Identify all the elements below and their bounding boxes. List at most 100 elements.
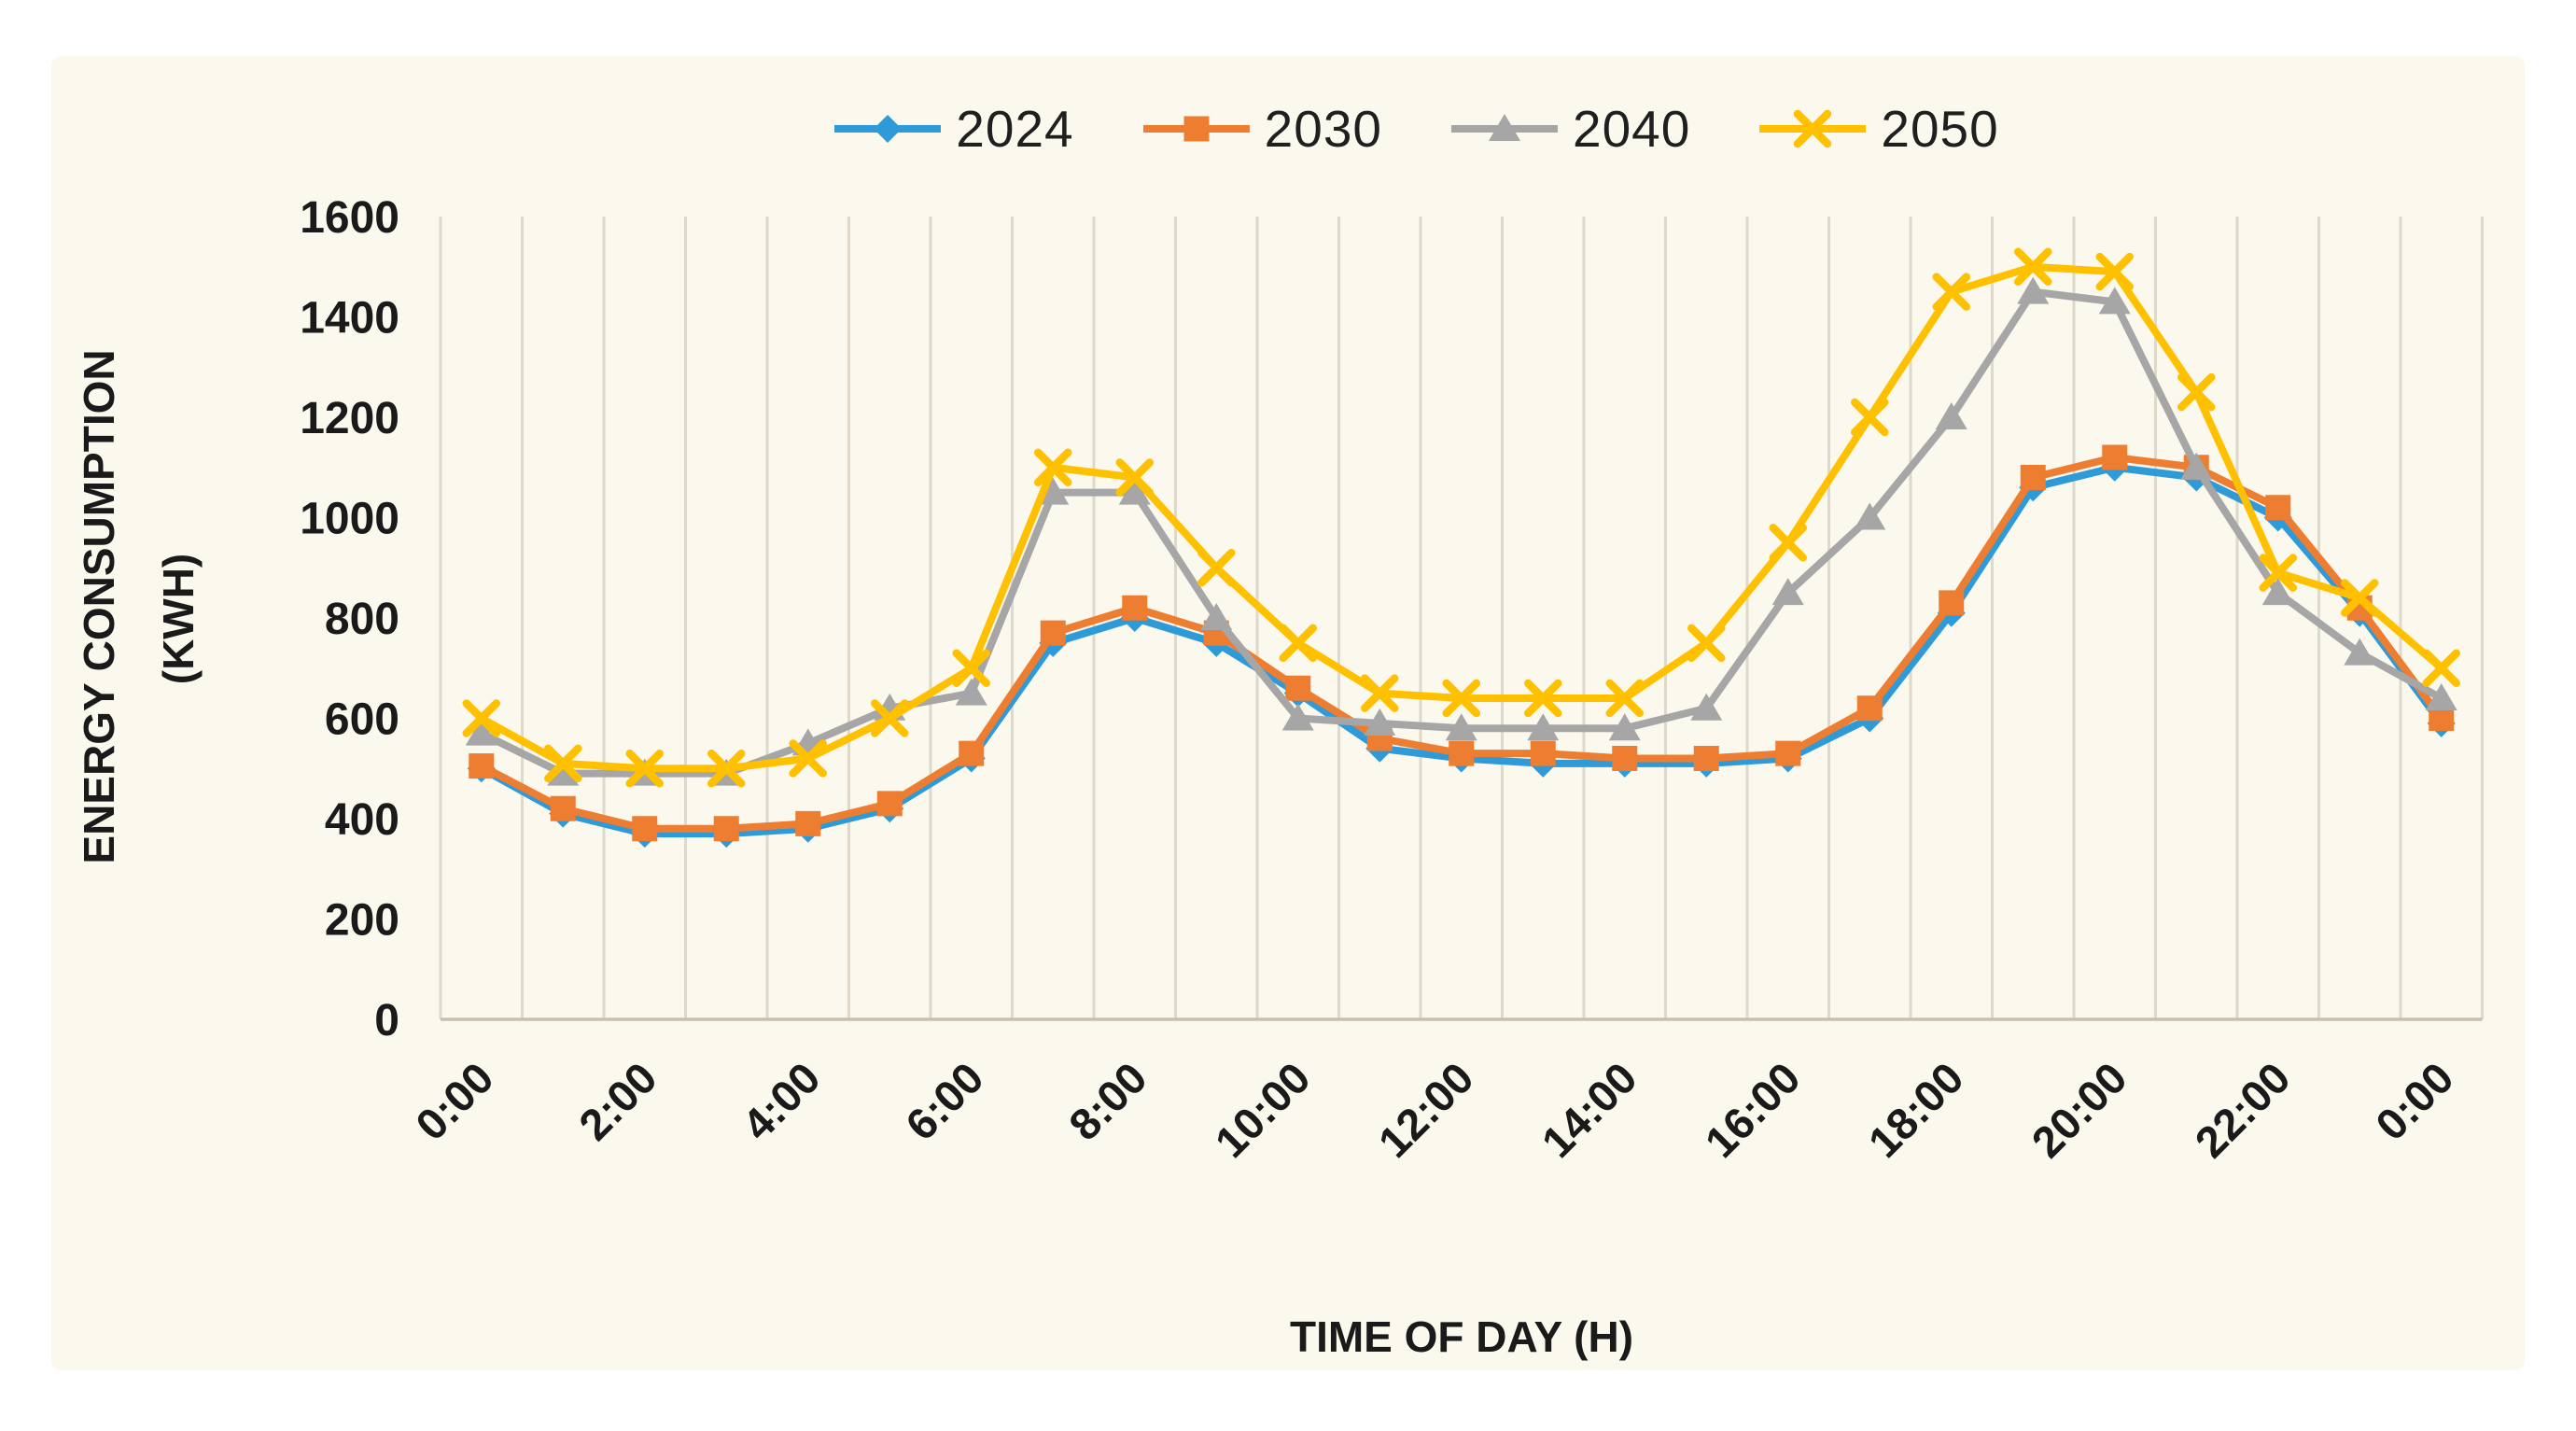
marker-x bbox=[1524, 679, 1562, 718]
x-tick-label: 10:00 bbox=[1205, 1053, 1319, 1167]
marker-x bbox=[1197, 549, 1236, 587]
marker-triangle bbox=[1608, 713, 1641, 741]
marker-x bbox=[1687, 624, 1726, 663]
marker-triangle bbox=[1489, 114, 1520, 141]
triangle-marker-icon bbox=[1451, 114, 1558, 141]
marker-triangle bbox=[1037, 477, 1070, 505]
y-axis-title-line2: (KWH) bbox=[154, 554, 203, 685]
marker-square bbox=[2020, 465, 2046, 490]
marker-x bbox=[1034, 448, 1072, 486]
y-tick-label: 1400 bbox=[300, 294, 399, 344]
marker-x bbox=[707, 750, 746, 788]
marker-triangle bbox=[955, 678, 987, 706]
marker-square bbox=[1040, 620, 1066, 646]
x-tick-label: 22:00 bbox=[2185, 1053, 2299, 1167]
x-tick-label: 14:00 bbox=[1532, 1053, 1645, 1167]
marker-triangle bbox=[1118, 477, 1151, 505]
marker-x bbox=[1442, 679, 1480, 718]
legend-label: 2050 bbox=[1881, 100, 1999, 158]
marker-triangle bbox=[1364, 708, 1396, 736]
marker-square bbox=[1939, 590, 1965, 616]
marker-x bbox=[2177, 372, 2216, 412]
x-tick-label: 2:00 bbox=[569, 1053, 666, 1150]
marker-square bbox=[1775, 740, 1801, 766]
marker-triangle bbox=[1281, 703, 1314, 731]
marker-x bbox=[625, 750, 664, 788]
marker-x bbox=[1794, 109, 1832, 148]
diamond-marker-icon bbox=[834, 115, 942, 143]
y-tick-label: 1200 bbox=[300, 394, 399, 443]
marker-square bbox=[1122, 595, 1148, 621]
marker-triangle bbox=[1445, 713, 1477, 741]
marker-x bbox=[2014, 247, 2052, 286]
marker-square bbox=[876, 791, 903, 817]
marker-square bbox=[1693, 746, 1719, 771]
legend-label: 2040 bbox=[1573, 100, 1691, 158]
y-tick-label: 600 bbox=[325, 695, 399, 745]
marker-triangle bbox=[1527, 713, 1560, 741]
marker-triangle bbox=[547, 758, 580, 786]
marker-x bbox=[1605, 679, 1644, 718]
marker-triangle bbox=[2425, 683, 2457, 710]
series-line-2030 bbox=[477, 454, 2445, 833]
x-marker-icon bbox=[1759, 109, 1867, 148]
marker-x bbox=[462, 699, 500, 737]
marker-square bbox=[795, 810, 821, 836]
legend: 2024 2030 2040 2050 bbox=[441, 99, 2391, 159]
marker-triangle bbox=[1200, 603, 1233, 630]
x-tick-label: 20:00 bbox=[2022, 1053, 2135, 1167]
legend-item-2024: 2024 bbox=[833, 99, 1073, 159]
marker-x bbox=[1851, 398, 1889, 437]
marker-x bbox=[1279, 624, 1317, 663]
marker-triangle bbox=[1690, 693, 1723, 721]
y-tick-label: 800 bbox=[325, 595, 399, 644]
marker-x bbox=[2259, 554, 2297, 592]
y-tick-label: 0 bbox=[374, 996, 399, 1045]
marker-square bbox=[469, 753, 495, 779]
series-2050 bbox=[462, 247, 2460, 788]
x-tick-label: 6:00 bbox=[896, 1053, 993, 1150]
y-axis-title-line1: ENERGY CONSUMPTION bbox=[75, 349, 123, 863]
x-tick-label: 8:00 bbox=[1059, 1053, 1156, 1150]
marker-triangle bbox=[2180, 452, 2213, 480]
marker-square bbox=[550, 795, 576, 821]
marker-x bbox=[871, 699, 909, 737]
marker-triangle bbox=[2098, 287, 2131, 315]
marker-square bbox=[632, 816, 658, 842]
x-tick-label: 4:00 bbox=[733, 1053, 830, 1150]
legend-label: 2024 bbox=[956, 100, 1074, 158]
series-layer bbox=[462, 247, 2460, 849]
legend-label: 2030 bbox=[1264, 100, 1382, 158]
series-2040 bbox=[465, 276, 2457, 786]
marker-triangle bbox=[2344, 638, 2376, 666]
marker-triangle bbox=[465, 718, 497, 746]
marker-x bbox=[1115, 458, 1154, 497]
marker-x bbox=[2095, 252, 2134, 291]
marker-triangle bbox=[2017, 276, 2050, 304]
marker-square bbox=[1183, 116, 1210, 142]
x-tick-label: 0:00 bbox=[2366, 1053, 2463, 1150]
marker-triangle bbox=[2261, 578, 2294, 606]
marker-triangle bbox=[1854, 502, 1886, 530]
marker-square bbox=[1285, 675, 1311, 701]
x-tick-label: 12:00 bbox=[1368, 1053, 1482, 1167]
marker-triangle bbox=[1935, 402, 1967, 429]
marker-triangle bbox=[1771, 578, 1804, 606]
marker-x bbox=[1361, 674, 1399, 712]
marker-x bbox=[952, 649, 990, 687]
x-tick-label: 18:00 bbox=[1858, 1053, 1972, 1167]
marker-square bbox=[2265, 495, 2291, 521]
marker-x bbox=[789, 739, 827, 778]
grid-layer bbox=[439, 217, 2484, 1021]
marker-square bbox=[1449, 740, 1475, 766]
series-2030 bbox=[469, 444, 2455, 842]
marker-x bbox=[544, 744, 582, 783]
marker-square bbox=[959, 740, 985, 766]
marker-square bbox=[1612, 746, 1638, 771]
y-tick-label: 1600 bbox=[300, 193, 399, 243]
legend-item-2030: 2030 bbox=[1141, 99, 1382, 159]
y-tick-label: 1000 bbox=[300, 495, 399, 544]
series-line-2024 bbox=[477, 463, 2445, 838]
x-tick-label: 0:00 bbox=[406, 1053, 503, 1150]
